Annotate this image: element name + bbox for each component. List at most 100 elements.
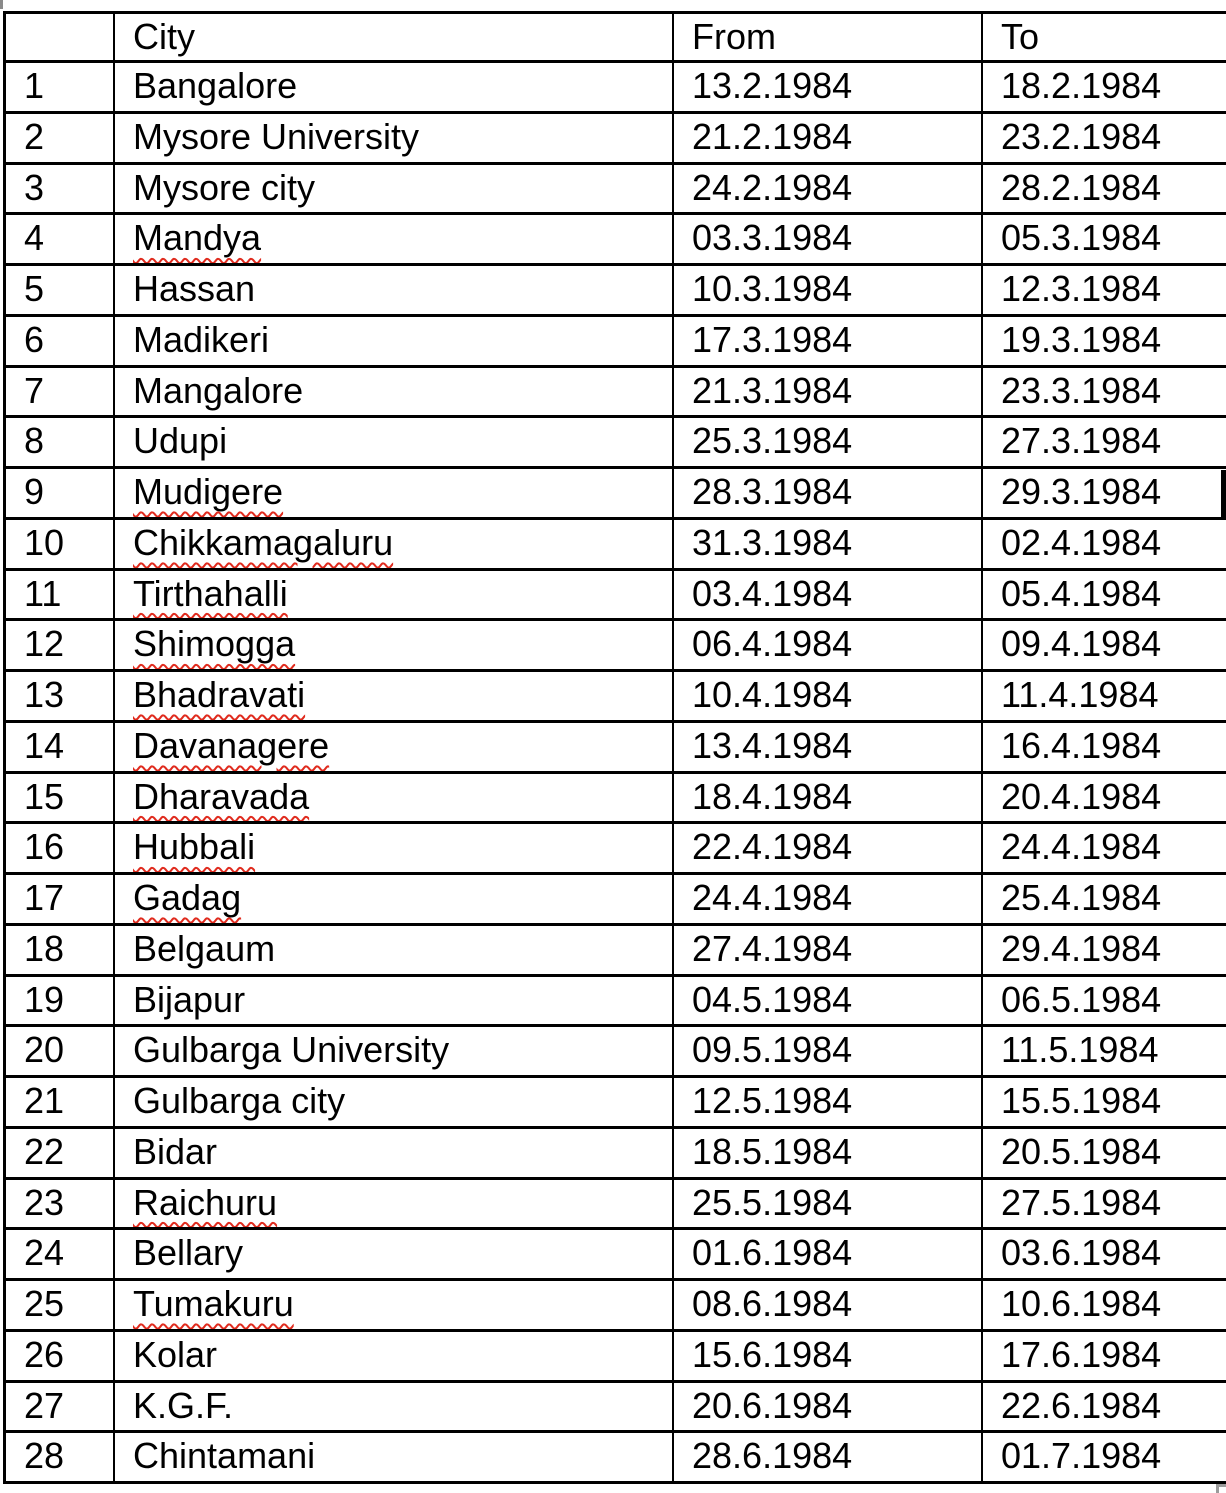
from-date-cell[interactable]: 21.2.1984 xyxy=(673,112,982,163)
header-cell-city[interactable]: City xyxy=(114,13,673,62)
row-number-cell[interactable]: 1 xyxy=(5,62,115,113)
to-date-cell[interactable]: 22.6.1984 xyxy=(982,1381,1226,1432)
city-cell[interactable]: Kolar xyxy=(114,1330,673,1381)
from-date-cell[interactable]: 22.4.1984 xyxy=(673,823,982,874)
from-date-cell[interactable]: 01.6.1984 xyxy=(673,1229,982,1280)
to-date-cell[interactable]: 18.2.1984 xyxy=(982,62,1226,113)
to-date-cell[interactable]: 24.4.1984 xyxy=(982,823,1226,874)
row-number-cell[interactable]: 11 xyxy=(5,569,115,620)
to-date-cell[interactable]: 03.6.1984 xyxy=(982,1229,1226,1280)
row-number-cell[interactable]: 14 xyxy=(5,721,115,772)
row-number-cell[interactable]: 20 xyxy=(5,1026,115,1077)
from-date-cell[interactable]: 04.5.1984 xyxy=(673,975,982,1026)
row-number-cell[interactable]: 26 xyxy=(5,1330,115,1381)
row-number-cell[interactable]: 19 xyxy=(5,975,115,1026)
to-date-cell[interactable]: 28.2.1984 xyxy=(982,163,1226,214)
to-date-cell[interactable]: 11.4.1984 xyxy=(982,671,1226,722)
city-cell[interactable]: Chikkamagaluru xyxy=(114,518,673,569)
to-date-cell[interactable]: 27.5.1984 xyxy=(982,1178,1226,1229)
row-number-cell[interactable]: 17 xyxy=(5,874,115,925)
from-date-cell[interactable]: 03.4.1984 xyxy=(673,569,982,620)
to-date-cell[interactable]: 06.5.1984 xyxy=(982,975,1226,1026)
from-date-cell[interactable]: 12.5.1984 xyxy=(673,1077,982,1128)
city-cell[interactable]: Shimogga xyxy=(114,620,673,671)
to-date-cell[interactable]: 20.4.1984 xyxy=(982,772,1226,823)
from-date-cell[interactable]: 21.3.1984 xyxy=(673,366,982,417)
from-date-cell[interactable]: 25.5.1984 xyxy=(673,1178,982,1229)
to-date-cell[interactable]: 23.2.1984 xyxy=(982,112,1226,163)
city-cell[interactable]: Bidar xyxy=(114,1127,673,1178)
from-date-cell[interactable]: 20.6.1984 xyxy=(673,1381,982,1432)
to-date-cell[interactable]: 19.3.1984 xyxy=(982,315,1226,366)
row-number-cell[interactable]: 13 xyxy=(5,671,115,722)
from-date-cell[interactable]: 09.5.1984 xyxy=(673,1026,982,1077)
from-date-cell[interactable]: 18.5.1984 xyxy=(673,1127,982,1178)
to-date-cell[interactable]: 09.4.1984 xyxy=(982,620,1226,671)
row-number-cell[interactable]: 7 xyxy=(5,366,115,417)
to-date-cell[interactable]: 25.4.1984 xyxy=(982,874,1226,925)
to-date-cell[interactable]: 10.6.1984 xyxy=(982,1280,1226,1331)
to-date-cell[interactable]: 27.3.1984 xyxy=(982,417,1226,468)
from-date-cell[interactable]: 27.4.1984 xyxy=(673,924,982,975)
city-cell[interactable]: Gulbarga University xyxy=(114,1026,673,1077)
row-number-cell[interactable]: 12 xyxy=(5,620,115,671)
header-cell-to[interactable]: To xyxy=(982,13,1226,62)
city-cell[interactable]: Chintamani xyxy=(114,1432,673,1483)
from-date-cell[interactable]: 08.6.1984 xyxy=(673,1280,982,1331)
row-number-cell[interactable]: 5 xyxy=(5,265,115,316)
to-date-cell[interactable]: 23.3.1984 xyxy=(982,366,1226,417)
row-number-cell[interactable]: 15 xyxy=(5,772,115,823)
city-cell[interactable]: Gulbarga city xyxy=(114,1077,673,1128)
to-date-cell[interactable]: 01.7.1984 xyxy=(982,1432,1226,1483)
row-number-cell[interactable]: 6 xyxy=(5,315,115,366)
city-cell[interactable]: Hassan xyxy=(114,265,673,316)
to-date-cell[interactable]: 15.5.1984 xyxy=(982,1077,1226,1128)
city-cell[interactable]: Tumakuru xyxy=(114,1280,673,1331)
from-date-cell[interactable]: 25.3.1984 xyxy=(673,417,982,468)
row-number-cell[interactable]: 25 xyxy=(5,1280,115,1331)
city-cell[interactable]: Udupi xyxy=(114,417,673,468)
to-date-cell[interactable]: 29.3.1984 xyxy=(982,468,1226,519)
row-number-cell[interactable]: 2 xyxy=(5,112,115,163)
city-cell[interactable]: Hubbali xyxy=(114,823,673,874)
city-cell[interactable]: Mangalore xyxy=(114,366,673,417)
from-date-cell[interactable]: 10.3.1984 xyxy=(673,265,982,316)
row-number-cell[interactable]: 8 xyxy=(5,417,115,468)
city-cell[interactable]: Davanagere xyxy=(114,721,673,772)
row-number-cell[interactable]: 23 xyxy=(5,1178,115,1229)
to-date-cell[interactable]: 11.5.1984 xyxy=(982,1026,1226,1077)
from-date-cell[interactable]: 17.3.1984 xyxy=(673,315,982,366)
city-cell[interactable]: Gadag xyxy=(114,874,673,925)
row-number-cell[interactable]: 27 xyxy=(5,1381,115,1432)
from-date-cell[interactable]: 06.4.1984 xyxy=(673,620,982,671)
from-date-cell[interactable]: 28.3.1984 xyxy=(673,468,982,519)
from-date-cell[interactable]: 24.4.1984 xyxy=(673,874,982,925)
city-cell[interactable]: Bijapur xyxy=(114,975,673,1026)
city-cell[interactable]: Raichuru xyxy=(114,1178,673,1229)
city-cell[interactable]: Mudigere xyxy=(114,468,673,519)
header-cell-index[interactable] xyxy=(5,13,115,62)
header-cell-from[interactable]: From xyxy=(673,13,982,62)
row-number-cell[interactable]: 18 xyxy=(5,924,115,975)
city-cell[interactable]: Bhadravati xyxy=(114,671,673,722)
row-number-cell[interactable]: 3 xyxy=(5,163,115,214)
city-cell[interactable]: Madikeri xyxy=(114,315,673,366)
to-date-cell[interactable]: 16.4.1984 xyxy=(982,721,1226,772)
from-date-cell[interactable]: 10.4.1984 xyxy=(673,671,982,722)
city-cell[interactable]: Mandya xyxy=(114,214,673,265)
from-date-cell[interactable]: 28.6.1984 xyxy=(673,1432,982,1483)
from-date-cell[interactable]: 18.4.1984 xyxy=(673,772,982,823)
from-date-cell[interactable]: 31.3.1984 xyxy=(673,518,982,569)
to-date-cell[interactable]: 12.3.1984 xyxy=(982,265,1226,316)
city-cell[interactable]: Bellary xyxy=(114,1229,673,1280)
city-cell[interactable]: Belgaum xyxy=(114,924,673,975)
row-number-cell[interactable]: 16 xyxy=(5,823,115,874)
to-date-cell[interactable]: 05.3.1984 xyxy=(982,214,1226,265)
from-date-cell[interactable]: 24.2.1984 xyxy=(673,163,982,214)
row-number-cell[interactable]: 4 xyxy=(5,214,115,265)
to-date-cell[interactable]: 17.6.1984 xyxy=(982,1330,1226,1381)
row-number-cell[interactable]: 22 xyxy=(5,1127,115,1178)
to-date-cell[interactable]: 05.4.1984 xyxy=(982,569,1226,620)
from-date-cell[interactable]: 15.6.1984 xyxy=(673,1330,982,1381)
city-cell[interactable]: K.G.F. xyxy=(114,1381,673,1432)
